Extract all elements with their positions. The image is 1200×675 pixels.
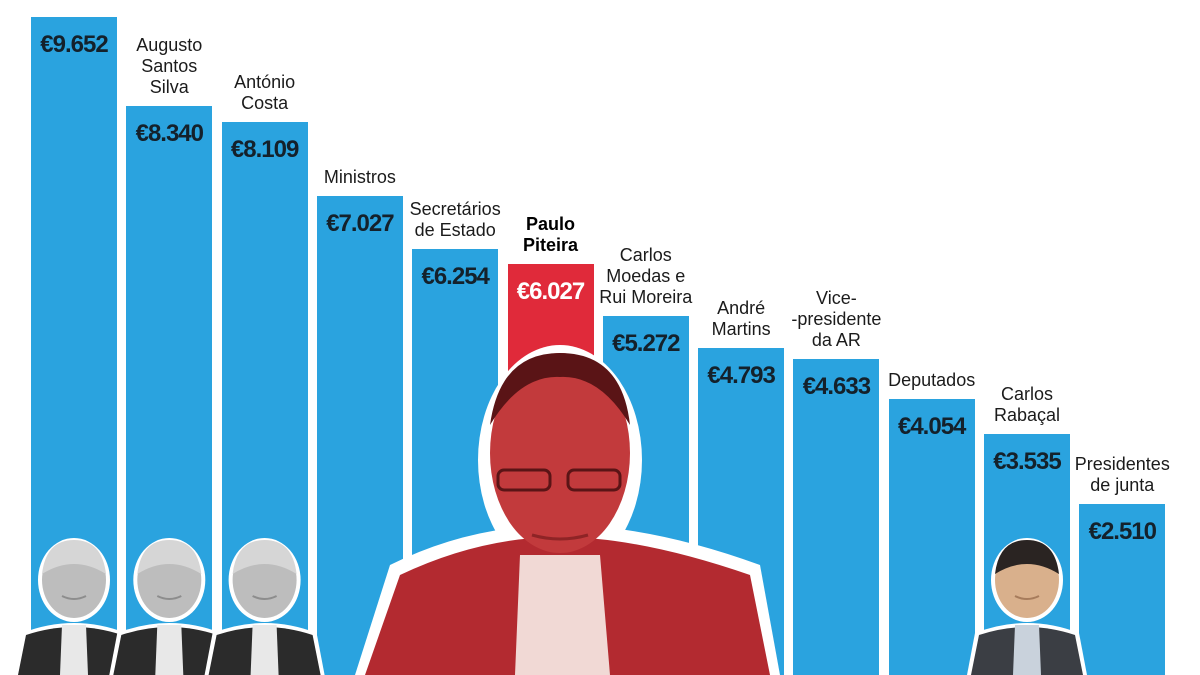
bar-3: €8.109: [221, 122, 308, 675]
bar-value-label: €5.272: [612, 329, 680, 357]
category-label: Ministros: [323, 166, 396, 187]
bar-4: €7.027: [316, 195, 403, 675]
category-label: Secretários de Estado: [409, 198, 501, 240]
bar-11: €3.535: [984, 433, 1070, 675]
bar-6: €6.027: [507, 264, 594, 675]
bar-2: €8.340: [126, 106, 213, 675]
category-label: Paulo Piteira: [522, 214, 579, 256]
bar-value-label: €3.535: [993, 447, 1061, 475]
bar-10: €4.054: [888, 398, 975, 675]
bar-12: €2.510: [1079, 503, 1166, 675]
bar-value-label: €8.109: [230, 136, 299, 164]
bar-value-label: €8.340: [135, 120, 204, 148]
bar-value-label: €4.793: [707, 362, 775, 390]
category-label: Vice- -presidente da AR: [791, 288, 882, 351]
bar-value-label: €6.027: [516, 278, 585, 306]
bar-value-label: €4.054: [897, 412, 966, 440]
bar-value-label: €2.510: [1088, 517, 1157, 545]
category-label: António Costa: [234, 72, 296, 114]
bar-value-label: €7.027: [326, 209, 394, 237]
bar-5: €6.254: [412, 248, 499, 675]
bar-value-label: €4.633: [802, 373, 871, 401]
category-label: Augusto Santos Silva: [136, 35, 203, 98]
bar-value-label: €9.652: [40, 30, 108, 58]
category-label: Carlos Moedas e Rui Moreira: [599, 244, 693, 307]
bar-8: €4.793: [698, 348, 785, 675]
bar-9: €4.633: [793, 359, 880, 675]
category-label: Presidentes de junta: [1074, 453, 1170, 495]
bar-1: €9.652: [31, 16, 117, 675]
category-label: Carlos Rabaçal: [993, 383, 1061, 425]
bar-value-label: €6.254: [421, 262, 489, 290]
category-label: Deputados: [888, 369, 976, 390]
bar-7: €5.272: [602, 315, 689, 675]
category-label: André Martins: [711, 298, 771, 340]
